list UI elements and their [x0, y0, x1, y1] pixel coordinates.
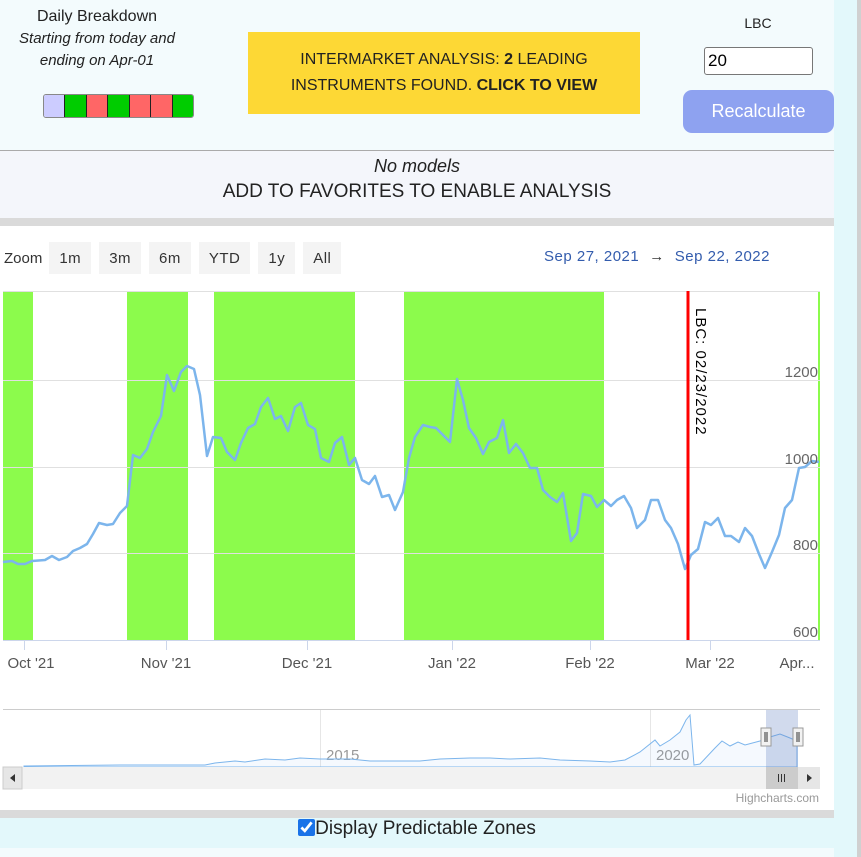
zoom-1y-button[interactable]: 1y	[258, 242, 296, 274]
daily-breakdown: Daily Breakdown Starting from today and …	[0, 8, 194, 72]
click-to-view-link[interactable]: CLICK TO VIEW	[476, 77, 598, 94]
y-label-1200: 1200	[785, 364, 818, 381]
predictable-zones	[3, 291, 820, 640]
day-cell	[151, 95, 173, 117]
zoom-3m-button[interactable]: 3m	[99, 242, 142, 274]
arrow-left-icon	[10, 774, 15, 782]
lbc-input[interactable]	[704, 47, 813, 75]
divider	[0, 810, 834, 818]
scrollbar-grip-icon	[778, 774, 785, 782]
main-chart-plot: LBC: 02/23/2022 1200 1000 800 600 Oct '2…	[2, 291, 820, 672]
day-cell	[108, 95, 130, 117]
lbc-label: LBC	[744, 15, 772, 31]
navigator-left-handle[interactable]	[760, 727, 772, 747]
price-line	[2, 364, 820, 571]
zoom-ytd-button[interactable]: YTD	[198, 242, 251, 274]
navigator[interactable]: 2015 2020 Highcharts.com	[0, 700, 834, 810]
zoom-label: Zoom	[4, 249, 43, 267]
navigator-label-2015: 2015	[326, 747, 359, 764]
y-label-800: 800	[793, 537, 818, 554]
display-zones-row: Display Predictable Zones	[0, 818, 834, 848]
x-axis-labels: Oct '21 Nov '21 Dec '21 Jan '22 Feb '22 …	[7, 655, 814, 672]
y-label-600: 600	[793, 624, 818, 641]
banner-text-3: INSTRUMENTS FOUND.	[290, 77, 477, 94]
range-selector: Zoom 1m 3m 6m YTD 1y All	[4, 242, 349, 274]
breakdown-subtitle: Starting from today and ending on Apr-01	[0, 28, 194, 72]
breakdown-subtitle-line1: Starting from today and	[19, 30, 175, 47]
recalculate-button[interactable]: Recalculate	[683, 90, 834, 133]
range-arrow-icon: →	[649, 248, 665, 265]
y-axis-labels: 1200 1000 800 600	[785, 364, 818, 641]
no-models-text: No models	[373, 156, 461, 176]
display-zones-toggle[interactable]: Display Predictable Zones	[298, 818, 536, 839]
day-cell	[44, 95, 66, 117]
x-label-feb: Feb '22	[565, 655, 615, 672]
x-label-oct: Oct '21	[7, 655, 54, 672]
gridlines	[3, 291, 820, 641]
add-to-favorites-text: ADD TO FAVORITES TO ENABLE ANALYSIS	[222, 181, 612, 202]
zone-band	[818, 291, 820, 640]
range-to[interactable]: Sep 22, 2022	[674, 248, 770, 265]
leading-count: 2	[504, 51, 514, 68]
banner-text-2: LEADING	[513, 51, 588, 68]
banner-text: INTERMARKET ANALYSIS:	[300, 51, 505, 68]
display-zones-label: Display Predictable Zones	[315, 818, 536, 839]
x-label-dec: Dec '21	[282, 655, 332, 672]
breakdown-title: Daily Breakdown	[36, 8, 158, 25]
navigator-label-2020: 2020	[656, 747, 689, 764]
day-cell	[172, 95, 193, 117]
x-label-nov: Nov '21	[141, 655, 191, 672]
arrow-right-icon	[807, 774, 812, 782]
range-from[interactable]: Sep 27, 2021	[544, 248, 640, 265]
zone-band	[404, 291, 604, 640]
zone-band	[214, 291, 355, 640]
y-label-1000: 1000	[785, 451, 818, 468]
navigator-scrollbar-track[interactable]	[3, 767, 820, 789]
zone-band	[127, 291, 188, 640]
bottom-strip	[0, 848, 834, 857]
divider	[0, 218, 834, 226]
x-axis-ticks	[24, 640, 711, 650]
day-cell	[65, 95, 87, 117]
navigator-right-handle[interactable]	[792, 727, 804, 747]
breakdown-subtitle-line2: ending on Apr-01	[39, 52, 155, 69]
x-label-jan: Jan '22	[428, 655, 476, 672]
zone-band	[3, 291, 33, 640]
day-cell	[129, 95, 152, 117]
highcharts-credit[interactable]: Highcharts.com	[736, 791, 819, 805]
display-zones-checkbox[interactable]	[298, 819, 316, 836]
x-label-mar: Mar '22	[685, 655, 735, 672]
models-message: No models ADD TO FAVORITES TO ENABLE ANA…	[0, 150, 834, 218]
navigator-series	[23, 713, 798, 768]
side-strip	[834, 0, 861, 857]
zoom-1m-button[interactable]: 1m	[49, 242, 92, 274]
window-scrollbar[interactable]	[857, 0, 861, 857]
intermarket-analysis-banner[interactable]: INTERMARKET ANALYSIS: 2 LEADING INSTRUME…	[248, 32, 640, 114]
lbc-marker-label: LBC: 02/23/2022	[692, 308, 709, 436]
zoom-6m-button[interactable]: 6m	[149, 242, 191, 274]
zoom-all-button[interactable]: All	[303, 242, 342, 274]
date-range: Sep 27, 2021 → Sep 22, 2022	[544, 248, 770, 265]
daily-breakdown-bar	[43, 94, 194, 118]
day-cell	[86, 95, 109, 117]
x-label-apr: Apr...	[779, 655, 814, 672]
